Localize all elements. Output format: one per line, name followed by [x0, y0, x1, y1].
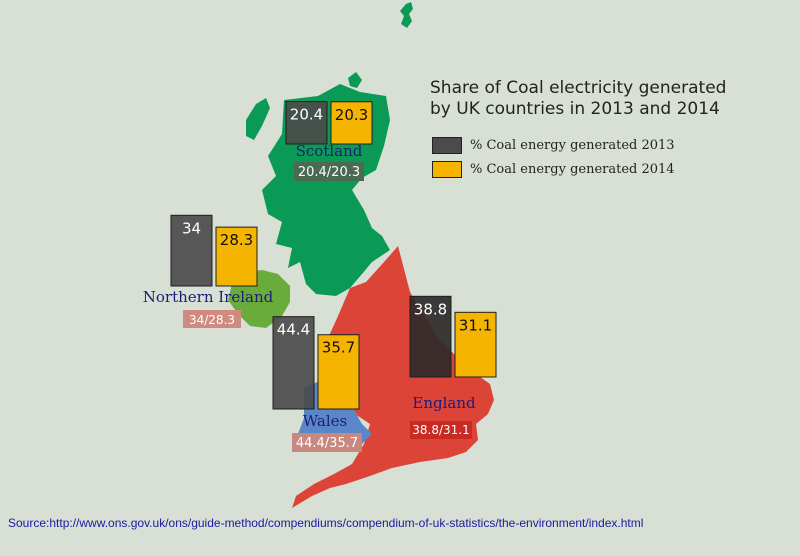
value-label-bg-wales [292, 433, 362, 452]
region-england [292, 246, 494, 508]
bar-2014-label-northern-ireland: 28.3 [220, 231, 253, 249]
bar-2014-wales [317, 334, 360, 410]
bar-2014-northern-ireland [215, 226, 258, 287]
legend-label-2013: % Coal energy generated 2013 [470, 137, 675, 153]
shetland-islands [400, 2, 413, 28]
value-label-bg-northern-ireland [183, 310, 241, 328]
source-link[interactable]: Source:http://www.ons.gov.uk/ons/guide-m… [8, 516, 644, 530]
bar-2014-label-scotland: 20.3 [335, 106, 368, 124]
bar-group-england: 38.8 31.1 [409, 295, 497, 378]
bar-group-northern-ireland: 34 28.3 [170, 214, 258, 287]
bar-2014-label-england: 31.1 [459, 316, 492, 334]
chart-title-line-2: by UK countries in 2013 and 2014 [430, 99, 720, 119]
value-label-england: 38.8/31.1 [412, 423, 469, 437]
bar-group-scotland: 20.4 20.3 [285, 101, 373, 145]
bar-2014-label-wales: 35.7 [322, 339, 355, 357]
bar-2013-england [409, 295, 452, 378]
value-label-bg-scotland [294, 162, 364, 181]
hebrides-islands [246, 98, 270, 140]
bar-2013-label-england: 38.8 [414, 300, 447, 318]
region-wales [298, 380, 372, 450]
legend-item-2013: % Coal energy generated 2013 [432, 134, 675, 156]
bar-2013-scotland [285, 101, 328, 145]
label-northern-ireland: Northern Ireland [143, 288, 274, 306]
value-label-scotland: 20.4/20.3 [298, 165, 360, 180]
label-england: England [412, 394, 476, 412]
bar-2014-england [454, 311, 497, 378]
legend-swatch-2013 [432, 136, 462, 154]
bar-group-wales: 44.4 35.7 [272, 316, 360, 410]
legend-item-2014: % Coal energy generated 2014 [432, 158, 675, 180]
legend-swatch-2014 [432, 160, 462, 178]
value-label-northern-ireland: 34/28.3 [189, 313, 235, 327]
chart-title-line-1: Share of Coal electricity generated [430, 78, 727, 98]
value-label-wales: 44.4/35.7 [296, 436, 358, 451]
bar-2013-label-northern-ireland: 34 [182, 219, 201, 237]
label-wales: Wales [303, 412, 347, 430]
legend-label-2014: % Coal energy generated 2014 [470, 161, 675, 177]
bar-2014-scotland [330, 101, 373, 145]
bar-2013-northern-ireland [170, 214, 213, 287]
bar-2013-label-wales: 44.4 [277, 321, 310, 339]
legend: % Coal energy generated 2013 % Coal ener… [432, 134, 675, 182]
value-label-bg-england [410, 421, 472, 439]
bar-2013-label-scotland: 20.4 [290, 106, 323, 124]
chart-title: Share of Coal electricity generated by U… [430, 78, 770, 120]
label-scotland: Scotland [296, 142, 363, 160]
orkney-islands [348, 72, 362, 88]
bar-2013-wales [272, 316, 315, 410]
